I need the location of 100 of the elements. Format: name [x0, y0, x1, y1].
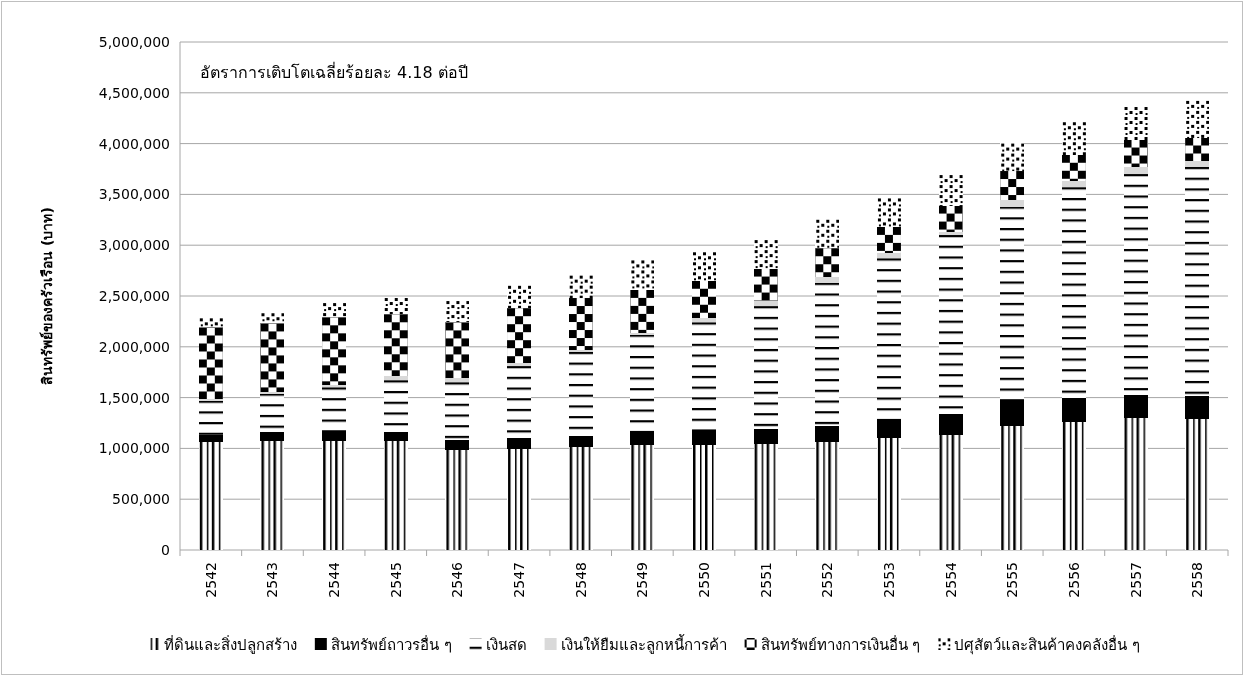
bar — [1000, 200, 1025, 207]
bar — [1123, 166, 1148, 175]
x-tick-label: 2550 — [696, 562, 712, 598]
bar — [1061, 397, 1086, 422]
legend-label: สินทรัพย์ถาวรอื่น ๆ — [330, 634, 452, 654]
legend-label: เงินสด — [485, 636, 527, 654]
bar — [1123, 394, 1148, 418]
bar — [815, 426, 840, 443]
bar — [938, 174, 963, 206]
x-tick-label: 2552 — [819, 562, 836, 598]
y-tick-label: 4,500,000 — [98, 84, 170, 101]
y-tick-label: 500,000 — [112, 491, 170, 508]
bar — [692, 431, 716, 446]
y-tick-label: 5,000,000 — [98, 34, 170, 50]
x-tick-label: 2557 — [1127, 562, 1144, 598]
bar — [753, 429, 778, 445]
legend-label: ที่ดินและสิ่งปลูกสร้าง — [163, 634, 297, 654]
x-tick-label: 2546 — [449, 561, 466, 598]
bar — [692, 251, 716, 281]
bar — [507, 284, 532, 309]
bar — [1000, 426, 1025, 550]
y-tick-label: 2,000,000 — [98, 338, 170, 355]
bar — [198, 442, 223, 550]
bar — [815, 248, 840, 277]
x-tick-label: 2542 — [202, 562, 219, 598]
bar — [1000, 400, 1025, 427]
bar — [507, 449, 532, 550]
x-tick-label: 2548 — [572, 562, 589, 598]
bar — [568, 274, 593, 299]
x-tick-label: 2555 — [1004, 562, 1021, 598]
bar — [383, 441, 408, 550]
bar — [1061, 154, 1086, 182]
bar — [1000, 171, 1025, 201]
bar — [445, 440, 470, 451]
bar — [198, 435, 223, 443]
bar — [445, 450, 470, 550]
x-tick-label: 2549 — [634, 562, 651, 598]
bar — [938, 231, 963, 236]
bar — [1185, 160, 1210, 167]
bar — [815, 442, 840, 550]
bar — [383, 432, 408, 442]
bar — [815, 276, 840, 283]
bar — [692, 280, 716, 319]
bar — [876, 197, 901, 227]
legend-label: ปศุสัตว์และสินค้าคงคลังอื่น ๆ — [954, 634, 1141, 655]
bar — [260, 441, 285, 550]
x-tick-label: 2544 — [326, 561, 343, 598]
y-tick-label: 0 — [161, 542, 170, 558]
bar — [260, 312, 285, 324]
bar — [322, 441, 347, 550]
x-tick-label: 2554 — [942, 561, 959, 598]
bar — [322, 385, 347, 388]
bar — [198, 327, 223, 399]
bar — [938, 413, 963, 436]
bar — [383, 314, 408, 377]
bar — [260, 323, 285, 392]
bar — [692, 318, 716, 323]
bar — [568, 436, 593, 448]
bar — [383, 297, 408, 315]
x-tick-label: 2556 — [1065, 561, 1082, 598]
bar — [322, 302, 347, 318]
y-tick-label: 3,500,000 — [98, 186, 170, 203]
bar — [938, 205, 963, 232]
bar — [260, 432, 285, 442]
x-tick-label: 2553 — [880, 562, 897, 598]
legend-label: เงินให้ยืมและลูกหนี้การค้า — [560, 634, 727, 654]
bar — [630, 445, 655, 550]
y-axis-title: สินทรัพย์ของครัวเรือน (บาท) — [39, 207, 55, 385]
bar — [753, 444, 778, 550]
bar — [445, 300, 470, 323]
bar — [876, 226, 901, 254]
bar — [1123, 417, 1148, 550]
bar — [568, 447, 593, 550]
y-tick-label: 1,000,000 — [98, 440, 170, 457]
bar — [815, 218, 840, 249]
bar — [876, 438, 901, 550]
bar — [630, 259, 655, 290]
bar — [507, 308, 532, 364]
bar — [630, 431, 655, 446]
bar — [1185, 99, 1210, 138]
bar — [1061, 421, 1086, 550]
x-tick-label: 2551 — [757, 562, 774, 598]
bar — [1061, 181, 1086, 188]
bar — [630, 289, 655, 333]
bar — [1185, 137, 1210, 161]
bar — [938, 435, 963, 550]
bar — [568, 349, 593, 352]
bar — [198, 398, 223, 401]
bar — [753, 239, 778, 269]
bar — [1185, 418, 1210, 550]
annotation: อัตราการเติบโตเฉลี่ยร้อยละ 4.18 ต่อปี — [200, 61, 468, 82]
bar — [445, 378, 470, 383]
bar — [322, 432, 347, 442]
bar — [1000, 142, 1025, 172]
bar — [876, 419, 901, 439]
bar — [568, 298, 593, 350]
x-tick-label: 2558 — [1189, 562, 1206, 598]
y-tick-label: 1,500,000 — [98, 389, 170, 406]
bar — [692, 445, 716, 550]
bar — [1185, 395, 1210, 419]
